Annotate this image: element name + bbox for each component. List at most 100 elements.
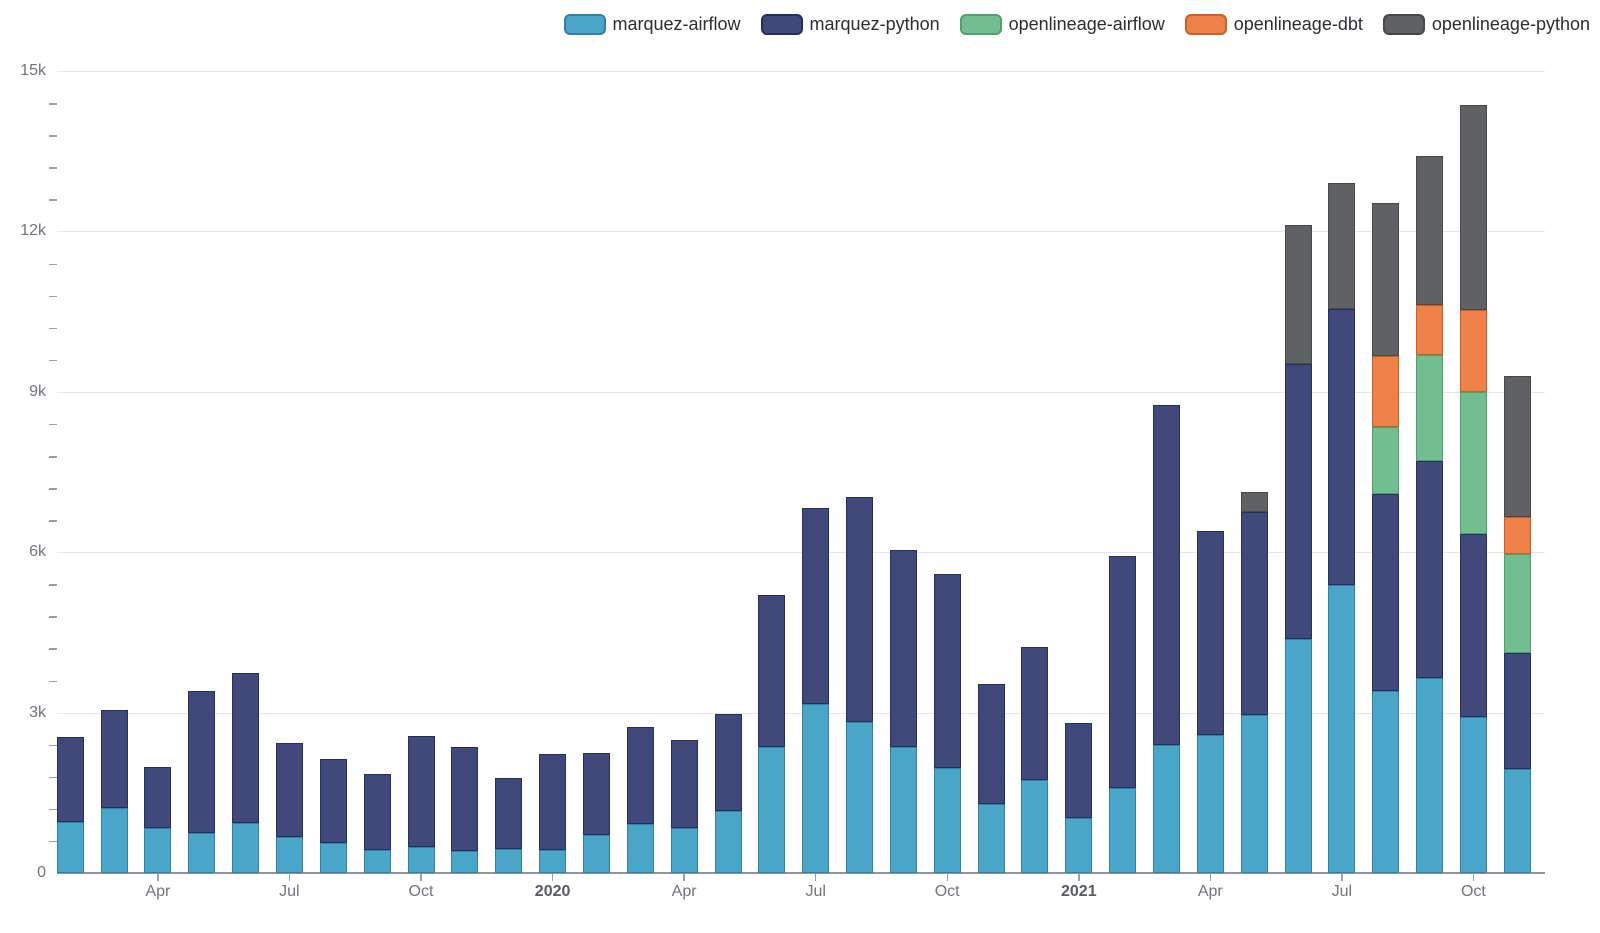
bar-segment-marquez-airflow[interactable] bbox=[1459, 716, 1487, 873]
bar-segment-marquez-airflow[interactable] bbox=[1328, 584, 1356, 873]
bar-segment-marquez-airflow[interactable] bbox=[451, 850, 479, 873]
bar-segment-marquez-python[interactable] bbox=[363, 773, 391, 850]
bar-segment-marquez-airflow[interactable] bbox=[1372, 691, 1400, 873]
bar-segment-marquez-airflow[interactable] bbox=[407, 846, 435, 873]
y-gridline-9000 bbox=[56, 391, 1545, 393]
bar-segment-marquez-airflow[interactable] bbox=[56, 821, 84, 873]
bar-segment-marquez-python[interactable] bbox=[1459, 533, 1487, 717]
bar-segment-marquez-python[interactable] bbox=[758, 595, 786, 748]
bar-segment-openlineage-python[interactable] bbox=[1328, 183, 1356, 309]
bar-segment-openlineage-python[interactable] bbox=[1240, 492, 1268, 512]
bar-segment-openlineage-python[interactable] bbox=[1459, 105, 1487, 311]
bar-segment-marquez-airflow[interactable] bbox=[1416, 678, 1444, 873]
bar-segment-marquez-python[interactable] bbox=[1372, 494, 1400, 692]
bar-segment-marquez-python[interactable] bbox=[714, 714, 742, 811]
bar-segment-openlineage-airflow[interactable] bbox=[1416, 355, 1444, 462]
bar-segment-marquez-airflow[interactable] bbox=[1153, 745, 1180, 873]
bar-segment-marquez-airflow[interactable] bbox=[1109, 787, 1137, 873]
bar-segment-marquez-python[interactable] bbox=[100, 710, 128, 808]
bar-segment-marquez-python[interactable] bbox=[1021, 647, 1049, 780]
bar-segment-marquez-python[interactable] bbox=[232, 672, 260, 824]
bar-segment-marquez-python[interactable] bbox=[846, 496, 873, 722]
bar-segment-marquez-airflow[interactable] bbox=[1284, 639, 1312, 873]
bar-segment-marquez-python[interactable] bbox=[144, 767, 172, 828]
bar-segment-marquez-airflow[interactable] bbox=[275, 837, 303, 873]
legend-item-openlineage-airflow[interactable]: openlineage-airflow bbox=[959, 14, 1165, 35]
bar-segment-marquez-python[interactable] bbox=[56, 736, 84, 822]
bar-segment-marquez-airflow[interactable] bbox=[846, 721, 873, 873]
legend-item-marquez-python[interactable]: marquez-python bbox=[760, 14, 940, 35]
bar-segment-marquez-airflow[interactable] bbox=[1240, 715, 1268, 873]
bar-segment-marquez-python[interactable] bbox=[977, 684, 1005, 804]
bar-segment-marquez-python[interactable] bbox=[889, 550, 917, 747]
bar-segment-marquez-airflow[interactable] bbox=[1065, 817, 1093, 873]
bar-segment-openlineage-python[interactable] bbox=[1503, 376, 1531, 517]
legend-item-openlineage-python[interactable]: openlineage-python bbox=[1382, 14, 1590, 35]
bar-oct-2019 bbox=[407, 735, 435, 873]
y-axis-label: 3k bbox=[29, 703, 46, 721]
bar-segment-marquez-airflow[interactable] bbox=[1196, 735, 1224, 873]
bar-sep-2019 bbox=[363, 773, 391, 873]
bar-segment-marquez-airflow[interactable] bbox=[539, 849, 567, 873]
bar-segment-marquez-python[interactable] bbox=[933, 574, 961, 769]
bar-segment-openlineage-airflow[interactable] bbox=[1459, 392, 1487, 534]
bar-segment-marquez-python[interactable] bbox=[275, 742, 303, 838]
x-axis-tick bbox=[420, 874, 422, 881]
bar-segment-openlineage-dbt[interactable] bbox=[1503, 516, 1531, 554]
y-axis-minor-tick bbox=[48, 167, 57, 169]
bar-segment-marquez-airflow[interactable] bbox=[319, 842, 347, 873]
bar-segment-marquez-airflow[interactable] bbox=[100, 807, 128, 873]
bar-segment-openlineage-python[interactable] bbox=[1416, 155, 1444, 306]
bar-segment-marquez-airflow[interactable] bbox=[188, 832, 216, 873]
bar-segment-marquez-python[interactable] bbox=[1109, 556, 1137, 788]
bar-segment-marquez-airflow[interactable] bbox=[670, 828, 698, 873]
bar-segment-marquez-python[interactable] bbox=[407, 735, 435, 847]
bar-segment-marquez-airflow[interactable] bbox=[363, 849, 391, 873]
legend-label-openlineage-dbt: openlineage-dbt bbox=[1233, 14, 1363, 34]
bar-segment-marquez-python[interactable] bbox=[1416, 461, 1444, 679]
legend-swatch-openlineage-python bbox=[1382, 14, 1425, 35]
bar-segment-marquez-python[interactable] bbox=[1153, 405, 1180, 746]
bar-segment-marquez-airflow[interactable] bbox=[232, 823, 260, 873]
bar-segment-openlineage-dbt[interactable] bbox=[1416, 305, 1444, 356]
bar-segment-marquez-python[interactable] bbox=[188, 690, 216, 833]
legend-label-marquez-airflow: marquez-airflow bbox=[612, 14, 741, 34]
bar-segment-openlineage-airflow[interactable] bbox=[1372, 427, 1400, 495]
x-axis-label-Oct: Oct bbox=[1460, 883, 1486, 900]
bar-segment-marquez-airflow[interactable] bbox=[977, 804, 1005, 873]
bar-segment-marquez-airflow[interactable] bbox=[802, 703, 830, 873]
bar-segment-marquez-python[interactable] bbox=[626, 727, 654, 824]
bar-segment-marquez-airflow[interactable] bbox=[1021, 780, 1049, 873]
bar-segment-marquez-airflow[interactable] bbox=[144, 827, 172, 873]
bar-segment-marquez-airflow[interactable] bbox=[626, 823, 654, 873]
bar-segment-marquez-python[interactable] bbox=[539, 754, 567, 850]
bar-segment-openlineage-dbt[interactable] bbox=[1459, 310, 1487, 393]
bar-segment-marquez-python[interactable] bbox=[1328, 308, 1356, 585]
bar-segment-marquez-airflow[interactable] bbox=[495, 848, 523, 873]
bar-segment-marquez-airflow[interactable] bbox=[889, 746, 917, 873]
bar-apr-2019 bbox=[144, 767, 172, 873]
bar-segment-openlineage-python[interactable] bbox=[1372, 203, 1400, 356]
bar-segment-marquez-airflow[interactable] bbox=[714, 811, 742, 873]
bar-segment-marquez-python[interactable] bbox=[451, 747, 479, 851]
bar-segment-marquez-python[interactable] bbox=[1503, 653, 1531, 770]
legend-item-openlineage-dbt[interactable]: openlineage-dbt bbox=[1184, 14, 1363, 35]
bar-segment-marquez-python[interactable] bbox=[1196, 531, 1224, 736]
legend-item-marquez-airflow[interactable]: marquez-airflow bbox=[563, 14, 741, 35]
bar-segment-openlineage-dbt[interactable] bbox=[1372, 355, 1400, 428]
bar-segment-marquez-airflow[interactable] bbox=[758, 747, 786, 873]
bar-segment-marquez-python[interactable] bbox=[1284, 364, 1312, 640]
bar-segment-marquez-python[interactable] bbox=[802, 507, 830, 704]
bar-segment-marquez-python[interactable] bbox=[1065, 722, 1093, 818]
bar-segment-marquez-airflow[interactable] bbox=[1503, 769, 1531, 873]
bar-segment-openlineage-python[interactable] bbox=[1284, 225, 1312, 365]
bar-segment-marquez-airflow[interactable] bbox=[933, 768, 961, 873]
bar-segment-marquez-python[interactable] bbox=[582, 753, 610, 835]
bar-segment-marquez-python[interactable] bbox=[670, 739, 698, 829]
bar-segment-marquez-airflow[interactable] bbox=[582, 834, 610, 873]
y-axis-minor-tick bbox=[48, 520, 57, 522]
bar-segment-openlineage-airflow[interactable] bbox=[1503, 553, 1531, 654]
bar-segment-marquez-python[interactable] bbox=[495, 778, 523, 849]
bar-segment-marquez-python[interactable] bbox=[1240, 511, 1268, 716]
bar-segment-marquez-python[interactable] bbox=[319, 758, 347, 843]
